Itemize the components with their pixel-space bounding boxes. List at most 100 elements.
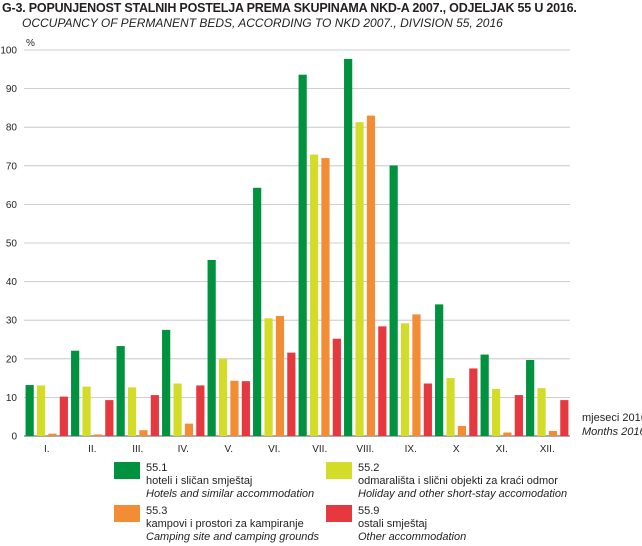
legend-label-en: Camping site and camping grounds [146,531,320,543]
bar-55-1 [71,350,80,436]
bar-55-9 [105,400,114,436]
bar-55-2 [355,122,364,436]
x-axis-ticks: I. II. III. IV. V. VI. VII. VIII. IX. X XI. XII. [44,444,555,455]
legend-item-55-3: 55.3 kampovi i prostori za kampiranje Ca… [114,505,319,544]
legend-label-en: Holiday and other short-stay accomodatio… [358,488,568,500]
bar-55-3 [230,380,239,436]
bar-55-2 [173,383,182,436]
bar-55-2 [218,358,228,436]
grid-lines [24,49,570,437]
y-tick-label: 100 [0,46,17,57]
x-tick-label: II. [88,444,96,455]
x-tick-label: V. [224,444,233,455]
y-tick-label: 70 [6,161,18,172]
legend-label-hr: kampovi i prostori za kampiranje [146,518,304,530]
legend-swatch [114,462,140,479]
bar-55-9 [150,395,159,436]
y-tick-label: 80 [6,123,18,134]
bar-55-2 [82,386,91,436]
legend-label-hr: odmarališta i slični objekti za kraći od… [358,475,558,487]
bar-55-3 [93,434,103,436]
bar-55-1 [207,259,216,436]
legend-code: 55.1 [146,462,168,474]
x-tick-label: XII. [540,444,555,455]
y-tick-label: 10 [6,393,18,404]
bar-55-9 [469,368,478,436]
y-axis-ticks: 0 10 20 30 40 50 60 70 80 90 100 [0,46,17,443]
y-tick-label: 20 [6,354,18,365]
bar-55-9 [241,381,250,436]
bar-55-1 [162,329,171,436]
bar-55-1 [344,58,353,437]
bar-55-2 [36,385,46,436]
bar-55-2 [446,378,455,436]
bar-55-1 [116,346,125,436]
bar-55-3 [321,158,330,436]
legend-swatch [326,505,352,522]
x-tick-label: IX. [405,444,417,455]
x-tick-label: III. [132,444,143,455]
bar-55-3 [548,430,558,436]
x-tick-label: IV. [178,444,189,455]
bar-55-1 [435,304,444,436]
y-tick-label: 40 [6,277,18,288]
bar-55-3 [139,430,148,436]
x-tick-label: VI. [268,444,280,455]
legend-item-55-9: 55.9 ostali smještaj Other accommodation [326,505,466,544]
legend-label-en: Hotels and similar accommodation [146,488,315,500]
x-tick-label: VIII. [356,444,374,455]
bar-55-9 [423,383,432,436]
y-tick-label: 90 [6,84,18,95]
bar-55-2 [400,323,410,436]
chart-subtitle: OCCUPANCY OF PERMANENT BEDS, ACCORDING T… [22,16,503,30]
bar-55-1 [389,165,398,436]
x-tick-label: X [453,444,460,455]
x-tick-label: VII. [312,444,327,455]
bar-55-9 [560,400,569,436]
bar-55-9 [332,338,341,436]
bar-55-9 [196,385,205,436]
chart-title: G-3. POPUNJENOST STALNIH POSTELJA PREMA … [2,1,577,15]
bar-55-1 [25,385,34,436]
y-axis-label: % [26,38,35,49]
legend-label-hr: ostali smještaj [358,518,428,530]
bar-55-2 [491,388,501,436]
bar-55-3 [412,314,421,436]
x-tick-label: XI. [496,444,508,455]
x-axis-label-en: Months 2016 [582,426,642,438]
bar-55-3 [48,433,57,436]
legend-code: 55.2 [358,462,380,474]
bar-55-9 [287,352,296,436]
bar-55-1 [253,187,262,436]
bar-55-2 [127,387,137,436]
bar-55-9 [378,326,387,436]
bar-55-1 [526,359,535,436]
bar-55-1 [298,74,307,436]
y-tick-label: 50 [6,239,18,250]
legend-item-55-2: 55.2 odmarališta i slični objekti za kra… [326,462,567,501]
bar-55-2 [309,154,319,436]
bar-55-3 [275,315,285,436]
y-tick-label: 60 [6,200,18,211]
legend-swatch [114,505,140,522]
x-tick-label: I. [44,444,50,455]
bar-55-9 [59,396,68,436]
y-tick-label: 0 [11,432,17,443]
legend-item-55-1: 55.1 hoteli i sličan smještaj Hotels and… [114,462,314,501]
legend-label-hr: hoteli i sličan smještaj [146,475,253,487]
legend-label-en: Other accommodation [358,531,467,543]
bars [25,58,569,437]
x-axis-label: mjeseci 2016. [582,412,642,424]
bar-55-3 [366,115,376,437]
legend-swatch [326,462,352,479]
legend-code: 55.9 [358,505,380,517]
bar-55-2 [537,388,546,436]
bar-55-3 [184,423,194,436]
legend-code: 55.3 [146,505,168,517]
bar-55-3 [503,432,512,436]
bar-55-2 [264,318,273,436]
bar-55-1 [480,354,489,436]
bar-55-9 [514,395,523,436]
y-tick-label: 30 [6,316,18,327]
